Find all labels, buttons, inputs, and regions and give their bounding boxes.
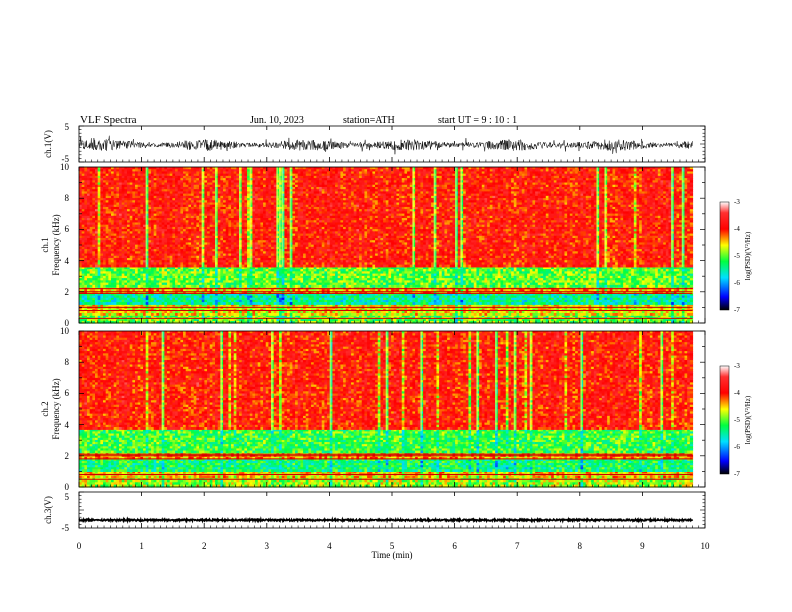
ch1-waveform-trace: [79, 136, 692, 155]
figure-title: VLF Spectra: [80, 114, 137, 126]
ch1-spectrogram-panel: 10 8 6 4 2 0 ch.1 Frequency (kHz) -3 -4 …: [40, 162, 752, 328]
ch1-ylabel: ch.1(V): [43, 130, 53, 158]
ch1-waveform-frame: [79, 126, 705, 162]
ch1-spectrogram-cell: [690, 313, 693, 316]
ch1-spectrogram-cell: [690, 302, 693, 305]
ch1-waveform-panel: 5 -5 ch.1(V): [43, 122, 705, 164]
start-time-label: start UT = 9 : 10 : 1: [438, 115, 517, 126]
ch1-ytick-top: 5: [65, 122, 70, 132]
ch1-waveform-plot: [79, 136, 692, 155]
observation-date: Jun. 10, 2023: [250, 115, 304, 126]
ch1-spectrogram-plot: [79, 167, 693, 324]
station-label: station=ATH: [343, 115, 395, 126]
